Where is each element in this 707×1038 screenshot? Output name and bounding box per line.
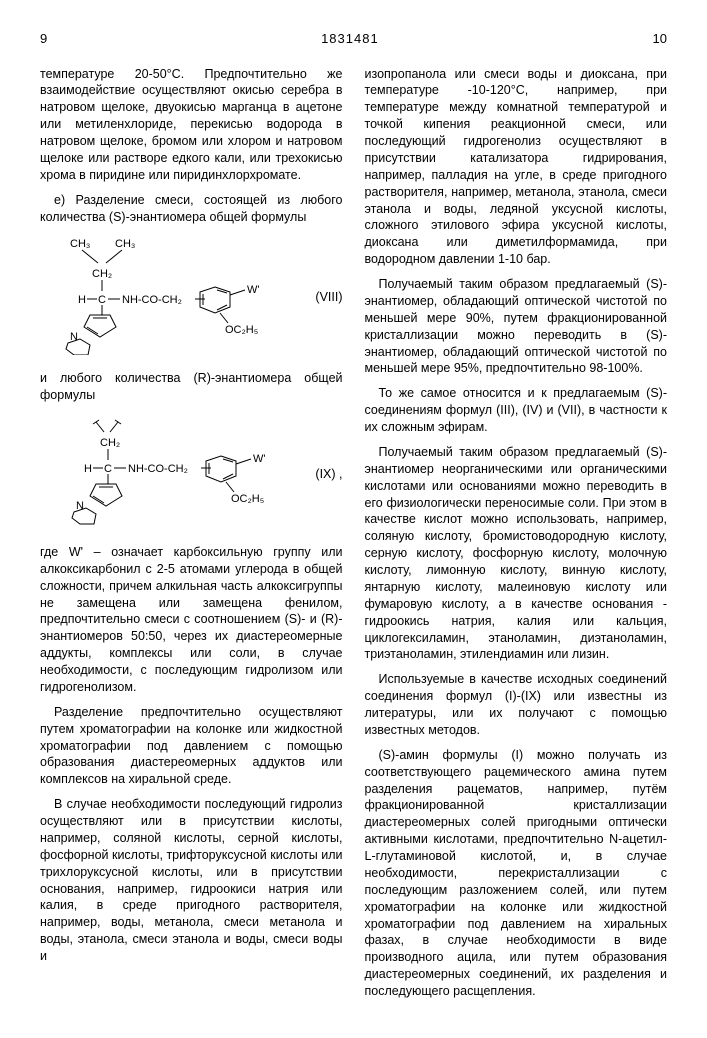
page-num-left: 9 [40, 30, 47, 48]
para-l4: где W' – означает карбоксильную группу и… [40, 544, 343, 696]
left-column: температуре 20-50°С. Предпочтительно же … [40, 66, 343, 1008]
para-r5: Используемые в качестве исходных соедине… [365, 671, 668, 739]
oc2h5-label: OC₂H₅ [225, 324, 258, 336]
para-r3: То же самое относится и к предлагаемым (… [365, 385, 668, 436]
two-column-layout: температуре 20-50°С. Предпочтительно же … [40, 66, 667, 1008]
w-label: W' [247, 284, 259, 296]
h-label: H [84, 463, 92, 475]
ch3-label: CH₃ [115, 238, 135, 250]
para-r2: Получаемый таким образом предлагаемый (S… [365, 276, 668, 377]
formula-number-viii: (VIII) [307, 289, 342, 306]
formula-viii: CH₃ CH₃ CH₂ H C NH-CO-CH₂ [40, 235, 343, 360]
right-column: изопропанола или смеси воды и диоксана, … [365, 66, 668, 1008]
c-label: C [104, 463, 112, 475]
para-l1: температуре 20-50°С. Предпочтительно же … [40, 66, 343, 184]
h-label: H [78, 294, 86, 306]
nhco-label: NH-CO-CH₂ [122, 294, 182, 306]
oc2h5-label: OC₂H₅ [231, 493, 264, 505]
page-header: 9 1831481 10 [40, 30, 667, 48]
formula-ix: CH₂ H C NH-CO-CH₂ W' OC₂H₅ [40, 414, 343, 534]
para-l5: Разделение предпочтительно осуществляют … [40, 704, 343, 788]
para-r6: (S)-амин формулы (I) можно получать из с… [365, 747, 668, 1000]
ch2-label: CH₂ [92, 268, 112, 280]
para-r1: изопропанола или смеси воды и диоксана, … [365, 66, 668, 269]
para-l6: В случае необходимости последующий гидро… [40, 796, 343, 965]
page-num-right: 10 [653, 30, 667, 48]
patent-number: 1831481 [321, 30, 379, 48]
ch3-label: CH₃ [70, 238, 90, 250]
para-l3: и любого количества (R)-энантиомера обще… [40, 370, 343, 404]
c-label: C [98, 294, 106, 306]
formula-number-ix: (IX) , [307, 466, 342, 483]
nhco-label: NH-CO-CH₂ [128, 463, 188, 475]
para-l2: е) Разделение смеси, состоящей из любого… [40, 192, 343, 226]
ch2-label: CH₂ [100, 437, 120, 449]
w-label: W' [253, 453, 265, 465]
para-r4: Получаемый таким образом предлагаемый (S… [365, 444, 668, 663]
